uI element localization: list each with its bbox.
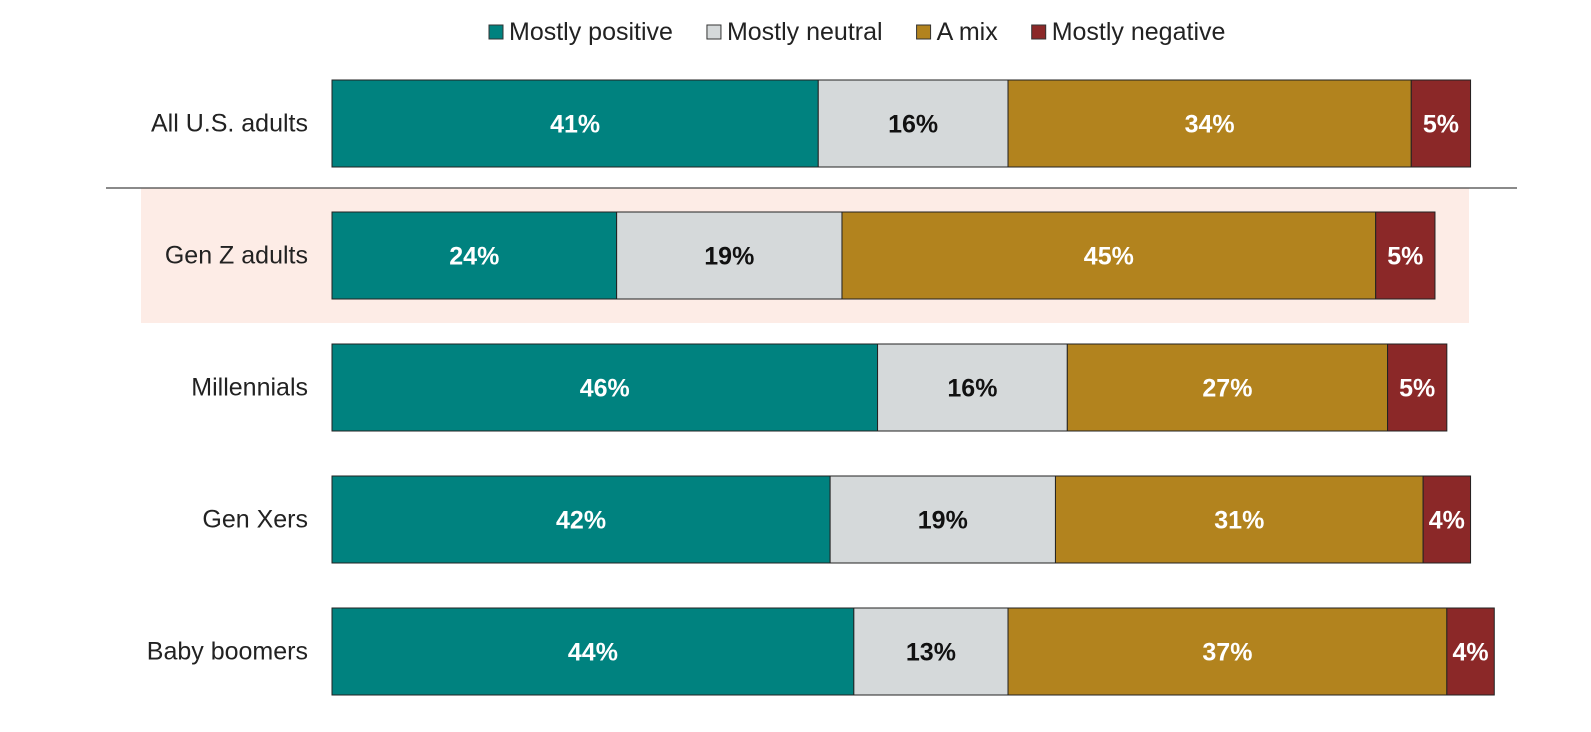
category-label: Baby boomers <box>147 638 308 666</box>
legend-swatch <box>488 24 504 40</box>
data-label: 5% <box>1423 111 1459 139</box>
bar-segment-mostly-neutral <box>829 475 1056 564</box>
bar-row-all-u-s-adults: All U.S. adults 41% 16% 34% 5% <box>151 79 1472 168</box>
bar-segment-a-mix <box>841 211 1377 300</box>
data-label: 37% <box>1202 639 1252 667</box>
bar-row-baby-boomers: Baby boomers 44% 13% 37% 4% <box>147 607 1495 696</box>
bar-segment-mostly-neutral <box>817 79 1009 168</box>
data-label: 31% <box>1214 507 1264 535</box>
chart-rows: All U.S. adults 41% 16% 34% 5% Gen Z adults 24… <box>147 79 1495 696</box>
bar-segment-a-mix <box>1007 607 1448 696</box>
bar-segment-mostly-negative <box>1375 211 1436 300</box>
bar-segment-mostly-positive <box>331 475 831 564</box>
bar-segment-mostly-positive <box>331 607 855 696</box>
legend-label: Mostly neutral <box>727 18 883 46</box>
legend-swatch <box>706 24 722 40</box>
bar-segment-mostly-neutral <box>616 211 843 300</box>
legend-label: Mostly negative <box>1052 18 1226 46</box>
chart-legend: Mostly positive Mostly neutral A mix Mostly… <box>488 18 1226 46</box>
data-label: 45% <box>1084 243 1134 271</box>
legend-item-mostly-neutral: Mostly neutral <box>706 18 883 46</box>
data-label: 16% <box>947 375 997 403</box>
legend-item-mostly-positive: Mostly positive <box>488 18 673 46</box>
bar-segment-a-mix <box>1007 79 1412 168</box>
bar-segment-mostly-positive <box>331 79 819 168</box>
data-label: 13% <box>906 639 956 667</box>
bar-segment-mostly-negative <box>1446 607 1495 696</box>
bar-row-gen-xers: Gen Xers 42% 19% 31% 4% <box>202 475 1472 564</box>
bar-segment-mostly-neutral <box>853 607 1009 696</box>
data-label: 19% <box>918 507 968 535</box>
data-label: 16% <box>888 111 938 139</box>
data-label: 42% <box>556 507 606 535</box>
data-label: 46% <box>580 375 630 403</box>
data-label: 41% <box>550 111 600 139</box>
category-label: Millennials <box>191 374 308 402</box>
bar-segment-mostly-positive <box>331 343 879 432</box>
bar-segment-mostly-negative <box>1410 79 1472 168</box>
legend-item-a-mix: A mix <box>916 18 999 46</box>
category-label: Gen Xers <box>202 506 308 534</box>
legend-label: Mostly positive <box>509 18 673 46</box>
data-label: 27% <box>1202 375 1252 403</box>
data-label: 5% <box>1399 375 1435 403</box>
legend-item-mostly-negative: Mostly negative <box>1031 18 1226 46</box>
bar-segment-a-mix <box>1066 343 1389 432</box>
bar-segment-mostly-neutral <box>877 343 1068 432</box>
bar-row-gen-z-adults: Gen Z adults 24% 19% 45% 5% <box>165 211 1436 300</box>
category-label: Gen Z adults <box>165 242 308 270</box>
bar-segment-mostly-negative <box>1387 343 1448 432</box>
data-label: 24% <box>449 243 499 271</box>
bar-segment-mostly-positive <box>331 211 618 300</box>
legend-swatch <box>1031 24 1047 40</box>
bar-segment-mostly-negative <box>1422 475 1472 564</box>
category-label: All U.S. adults <box>151 110 308 138</box>
bar-row-millennials: Millennials 46% 16% 27% 5% <box>191 343 1448 432</box>
data-label: 5% <box>1387 243 1423 271</box>
data-label: 4% <box>1452 639 1488 667</box>
data-label: 34% <box>1185 111 1235 139</box>
data-label: 44% <box>568 639 618 667</box>
legend-label: A mix <box>937 18 999 46</box>
legend-swatch <box>916 24 932 40</box>
data-label: 4% <box>1429 507 1465 535</box>
data-label: 19% <box>704 243 754 271</box>
